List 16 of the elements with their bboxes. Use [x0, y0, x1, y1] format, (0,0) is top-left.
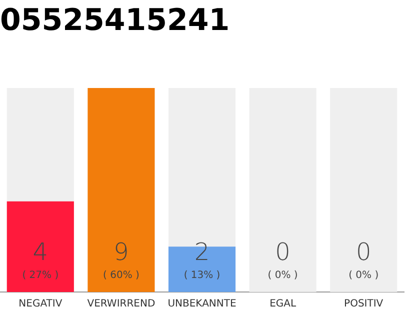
annotation: ( 13% ): [184, 270, 220, 281]
data-label: 4: [32, 238, 48, 266]
annotation: ( 0% ): [268, 270, 298, 281]
data-label: 0: [275, 238, 290, 266]
x-tick-label: VERWIRREND: [87, 298, 156, 310]
data-label: 0: [356, 238, 372, 266]
x-tick-label: EGAL: [270, 298, 296, 310]
data-label: 2: [194, 238, 210, 266]
annotation: ( 60% ): [103, 270, 140, 281]
x-tick-label: NEGATIV: [18, 298, 62, 310]
annotation: ( 0% ): [348, 270, 379, 281]
x-tick-label: POSITIV: [344, 298, 384, 310]
annotation: ( 27% ): [22, 270, 59, 281]
chart-title: 05525415241: [0, 2, 230, 38]
x-tick-label: UNBEKANNTE: [168, 298, 236, 310]
data-label: 9: [114, 238, 129, 266]
